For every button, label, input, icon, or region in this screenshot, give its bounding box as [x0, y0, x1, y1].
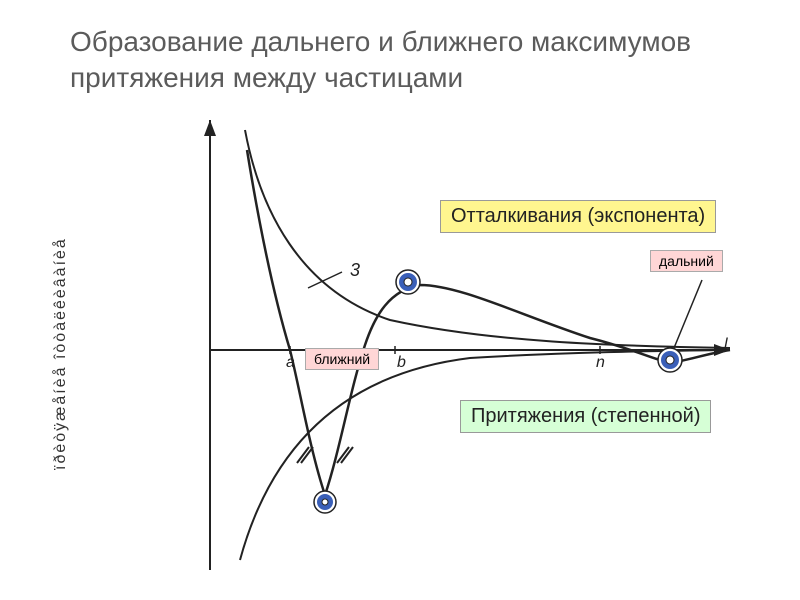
- y-axis-label: ïðèòÿæåíèå îòòàëêèâàíèå: [52, 237, 70, 470]
- chart-svg: [90, 90, 790, 590]
- page-title: Образование дальнего и ближнего максимум…: [70, 24, 770, 97]
- attraction-label: Притяжения (степенной): [460, 400, 711, 433]
- tick-b: b: [397, 354, 406, 372]
- tick-l: l: [724, 336, 728, 354]
- potential-curve-chart: Отталкивания (экспонента) Притяжения (ст…: [90, 90, 790, 590]
- curve-3-label: 3: [350, 260, 360, 281]
- tick-n: n: [596, 354, 605, 372]
- near-maximum-label: ближний: [305, 348, 379, 370]
- repulsion-label: Отталкивания (экспонента): [440, 200, 716, 233]
- tick-a: a: [286, 354, 295, 372]
- far-maximum-label: дальний: [650, 250, 723, 272]
